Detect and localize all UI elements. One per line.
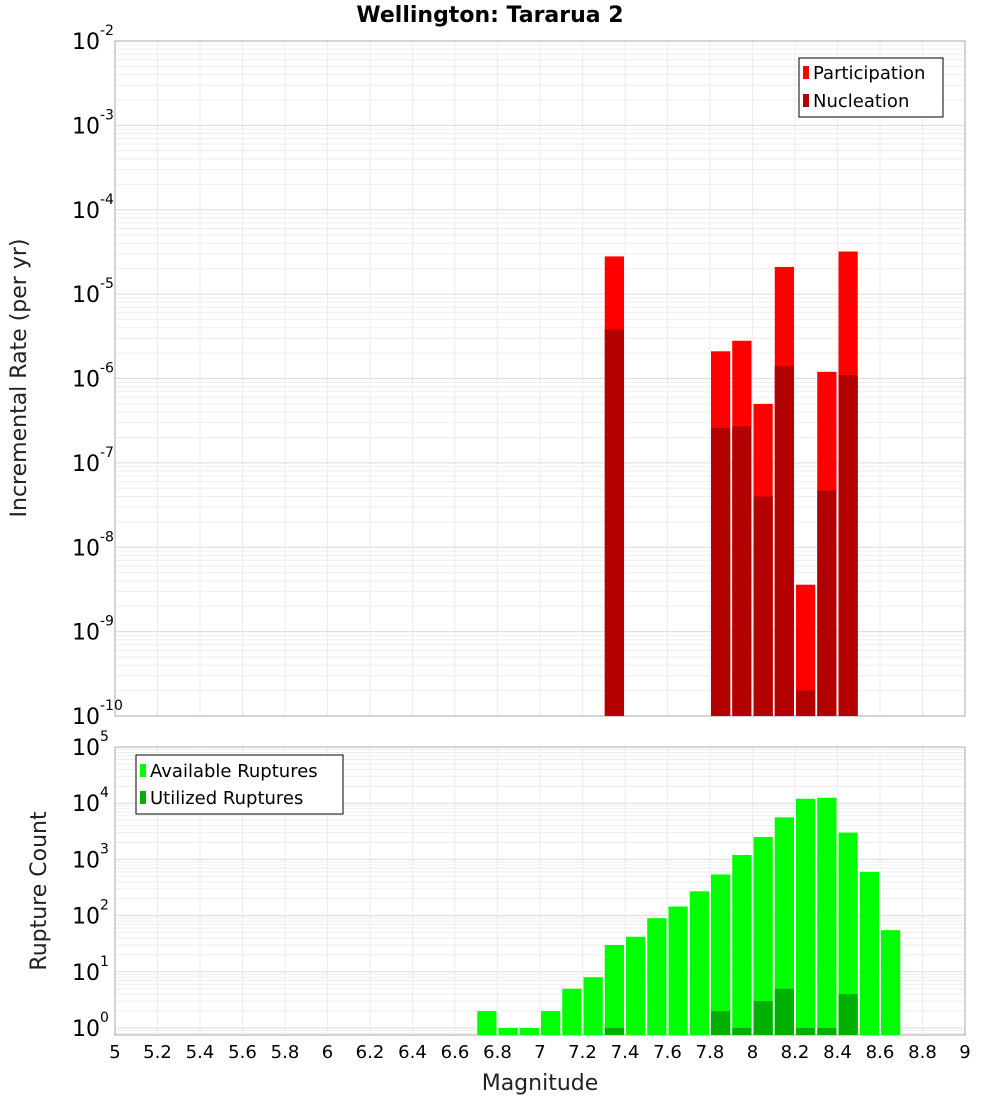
x-tick-label: 7.4 [611, 1042, 640, 1063]
y-tick-label: 101 [72, 954, 109, 986]
y-tick-label: 10-9 [72, 614, 114, 646]
bar-nucleation [753, 496, 773, 716]
x-tick-label: 8.6 [866, 1042, 895, 1063]
y-tick-label: 10-6 [72, 361, 114, 393]
y-tick-label: 10-3 [72, 107, 114, 139]
bar-nucleation [732, 426, 752, 716]
x-tick-label: 8.4 [823, 1042, 852, 1063]
bar-available-ruptures [668, 906, 688, 1035]
bottom-plot-frame [114, 746, 966, 1036]
y-tick-label: 10-2 [72, 23, 114, 55]
bar-utilized-ruptures [732, 1027, 752, 1035]
bar-utilized-ruptures [817, 1027, 837, 1035]
x-axis-title: Magnitude [482, 1071, 599, 1096]
x-tick-label: 7.8 [696, 1042, 725, 1063]
bar-available-ruptures [477, 1011, 497, 1035]
y-tick-label: 10-4 [72, 192, 114, 224]
bar-available-ruptures [498, 1027, 518, 1035]
x-tick-label: 8.8 [908, 1042, 937, 1063]
bar-utilized-ruptures [753, 1001, 773, 1035]
legend-label-available-ruptures: Available Ruptures [150, 761, 318, 782]
bar-available-ruptures [647, 918, 667, 1035]
bar-utilized-ruptures [711, 1011, 731, 1035]
y-tick-label: 103 [72, 841, 109, 873]
bar-utilized-ruptures [774, 988, 794, 1035]
bar-available-ruptures [817, 797, 837, 1035]
legend-label-participation: Participation [813, 63, 925, 84]
x-tick-label: 6.8 [483, 1042, 512, 1063]
legend-label-nucleation: Nucleation [813, 91, 909, 112]
bar-available-ruptures [774, 817, 794, 1035]
bar-available-ruptures [541, 1011, 561, 1035]
top-plot-frame [114, 40, 966, 717]
bar-available-ruptures [711, 874, 731, 1035]
bar-nucleation [796, 690, 816, 716]
bottom-legend: Available Ruptures Utilized Ruptures [135, 754, 344, 815]
bar-nucleation [774, 366, 794, 716]
x-tick-label: 5 [109, 1042, 120, 1063]
bar-nucleation [817, 490, 837, 716]
x-tick-label: 5.8 [271, 1042, 300, 1063]
bar-utilized-ruptures [604, 1027, 624, 1035]
x-tick-label: 5.2 [143, 1042, 172, 1063]
bar-available-ruptures [796, 798, 816, 1035]
bar-participation [796, 584, 816, 716]
x-tick-label: 5.6 [228, 1042, 257, 1063]
bar-available-ruptures [859, 871, 879, 1035]
bar-available-ruptures [838, 832, 858, 1035]
bottom-plot-x-ticks: 5 5.2 5.4 5.6 5.8 6 6.2 6.4 6.6 6.8 7 7.2 7.4 7.6 7.8 8… [109, 1042, 970, 1063]
chart-title: Wellington: Tararua 2 [356, 3, 623, 28]
bar-nucleation [604, 329, 624, 716]
bar-available-ruptures [881, 930, 901, 1035]
legend-swatch-utilized-ruptures [140, 791, 146, 804]
bottom-plot-y-ticks: 100 101 102 103 104 105 [72, 729, 109, 1042]
y-tick-label: 100 [72, 1010, 109, 1042]
bar-available-ruptures [732, 854, 752, 1035]
top-y-axis-title: Incremental Rate (per yr) [7, 239, 32, 518]
bar-nucleation [838, 375, 858, 716]
bottom-plot-bars [477, 797, 901, 1035]
bar-available-ruptures [753, 837, 773, 1035]
top-plot-grid [114, 40, 966, 717]
bar-available-ruptures [604, 944, 624, 1035]
x-tick-label: 7 [534, 1042, 545, 1063]
bar-available-ruptures [689, 891, 709, 1035]
legend-swatch-nucleation [803, 94, 809, 107]
bar-utilized-ruptures [796, 1027, 816, 1035]
y-tick-label: 10-10 [72, 698, 123, 730]
x-tick-label: 6.6 [441, 1042, 470, 1063]
bar-utilized-ruptures [838, 994, 858, 1035]
top-plot-y-ticks: 10-10 10-9 10-8 10-7 10-6 10-5 10-4 10-3 10-2 [72, 23, 123, 730]
x-tick-label: 5.4 [186, 1042, 215, 1063]
y-tick-label: 102 [72, 898, 109, 930]
bottom-legend-box [135, 754, 344, 815]
bar-available-ruptures [519, 1027, 539, 1035]
top-plot-bars [604, 251, 858, 716]
legend-swatch-available-ruptures [140, 764, 146, 777]
x-tick-label: 6.2 [356, 1042, 385, 1063]
x-tick-label: 7.6 [653, 1042, 682, 1063]
y-tick-label: 10-5 [72, 276, 114, 308]
x-tick-label: 6.4 [398, 1042, 427, 1063]
bar-available-ruptures [562, 988, 582, 1035]
x-tick-label: 8 [747, 1042, 758, 1063]
legend-swatch-participation [803, 66, 809, 79]
y-tick-label: 10-8 [72, 529, 114, 561]
y-tick-label: 10-7 [72, 445, 114, 477]
bottom-y-axis-title: Rupture Count [27, 811, 52, 971]
y-tick-label: 104 [72, 785, 109, 817]
legend-label-utilized-ruptures: Utilized Ruptures [150, 788, 303, 809]
bar-nucleation [711, 427, 731, 716]
x-tick-label: 7.2 [568, 1042, 597, 1063]
top-legend: Participation Nucleation [798, 57, 944, 118]
bar-available-ruptures [626, 936, 646, 1035]
bar-available-ruptures [583, 977, 603, 1035]
x-tick-label: 8.2 [781, 1042, 810, 1063]
y-tick-label: 105 [72, 729, 109, 761]
top-legend-box [798, 57, 944, 118]
x-tick-label: 9 [959, 1042, 970, 1063]
x-tick-label: 6 [322, 1042, 333, 1063]
